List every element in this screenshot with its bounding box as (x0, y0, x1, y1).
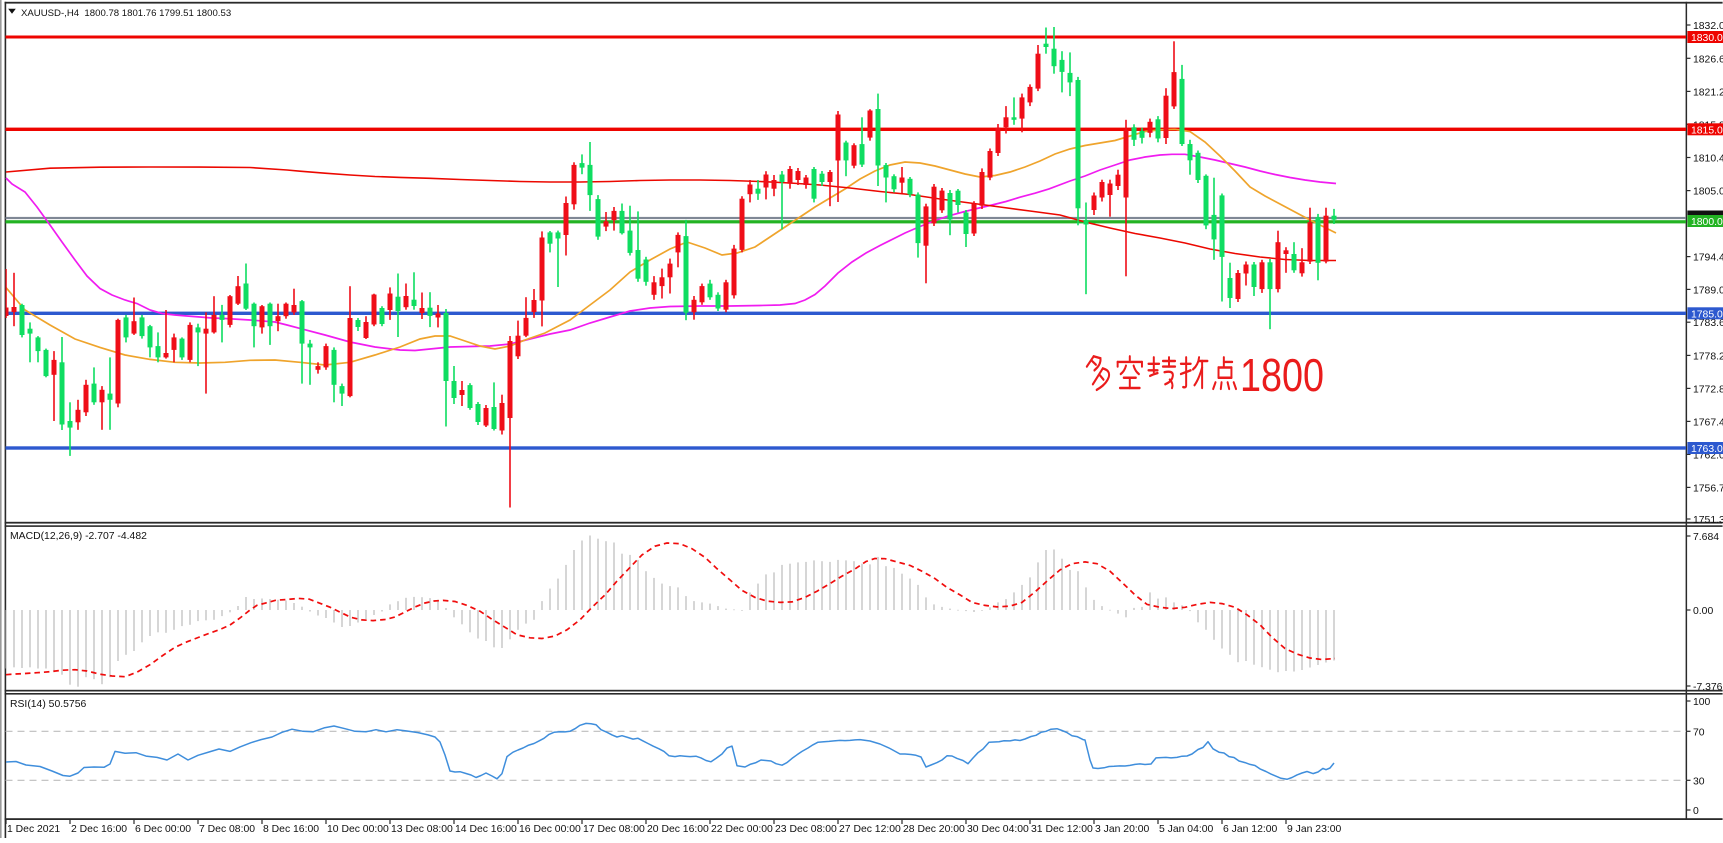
svg-text:1815.00: 1815.00 (1691, 125, 1723, 136)
svg-text:31 Dec 12:00: 31 Dec 12:00 (1031, 824, 1093, 835)
svg-text:3 Jan 20:00: 3 Jan 20:00 (1095, 824, 1150, 835)
svg-text:XAUUSD-,H4 1800.78 1801.76 17: XAUUSD-,H4 1800.78 1801.76 1799.51 1800.… (21, 8, 231, 19)
svg-text:22 Dec 00:00: 22 Dec 00:00 (711, 824, 773, 835)
svg-text:28 Dec 20:00: 28 Dec 20:00 (903, 824, 965, 835)
svg-text:1805.05: 1805.05 (1693, 187, 1723, 198)
svg-text:5 Jan 04:00: 5 Jan 04:00 (1159, 824, 1214, 835)
svg-text:7 Dec 08:00: 7 Dec 08:00 (199, 824, 255, 835)
svg-text:17 Dec 08:00: 17 Dec 08:00 (583, 824, 645, 835)
svg-text:27 Dec 12:00: 27 Dec 12:00 (839, 824, 901, 835)
svg-text:1794.40: 1794.40 (1693, 253, 1723, 264)
svg-text:1783.60: 1783.60 (1693, 318, 1723, 329)
svg-text:16 Dec 00:00: 16 Dec 00:00 (519, 824, 581, 835)
svg-text:2 Dec 16:00: 2 Dec 16:00 (71, 824, 127, 835)
svg-text:1832.05: 1832.05 (1693, 21, 1723, 32)
svg-text:100: 100 (1693, 697, 1711, 708)
svg-text:1772.80: 1772.80 (1693, 384, 1723, 395)
svg-text:8 Dec 16:00: 8 Dec 16:00 (263, 824, 319, 835)
svg-text:1800: 1800 (1240, 349, 1324, 401)
svg-text:30 Dec 04:00: 30 Dec 04:00 (967, 824, 1029, 835)
svg-text:-7.376: -7.376 (1693, 682, 1723, 693)
svg-text:1821.25: 1821.25 (1693, 87, 1723, 98)
svg-text:6 Jan 12:00: 6 Jan 12:00 (1223, 824, 1278, 835)
svg-text:1810.45: 1810.45 (1693, 154, 1723, 165)
svg-text:1830.00: 1830.00 (1691, 33, 1723, 44)
svg-text:14 Dec 16:00: 14 Dec 16:00 (455, 824, 517, 835)
svg-text:1826.65: 1826.65 (1693, 54, 1723, 65)
svg-text:1751.35: 1751.35 (1693, 515, 1723, 526)
svg-text:6 Dec 00:00: 6 Dec 00:00 (135, 824, 191, 835)
svg-text:23 Dec 08:00: 23 Dec 08:00 (775, 824, 837, 835)
svg-text:13 Dec 08:00: 13 Dec 08:00 (391, 824, 453, 835)
svg-text:1785.00: 1785.00 (1691, 309, 1723, 320)
svg-text:1762.00: 1762.00 (1693, 450, 1723, 461)
svg-text:70: 70 (1693, 727, 1705, 738)
svg-text:0: 0 (1693, 806, 1699, 817)
svg-text:1756.75: 1756.75 (1693, 483, 1723, 494)
svg-text:20 Dec 16:00: 20 Dec 16:00 (647, 824, 709, 835)
svg-text:0.00: 0.00 (1693, 606, 1713, 617)
svg-text:RSI(14) 50.5756: RSI(14) 50.5756 (10, 699, 86, 710)
svg-text:MACD(12,26,9) -2.707 -4.482: MACD(12,26,9) -2.707 -4.482 (10, 531, 147, 542)
svg-text:10 Dec 00:00: 10 Dec 00:00 (327, 824, 389, 835)
svg-text:1800.00: 1800.00 (1691, 217, 1723, 228)
svg-text:1 Dec 2021: 1 Dec 2021 (7, 824, 60, 835)
svg-text:30: 30 (1693, 776, 1705, 787)
svg-text:1763.00: 1763.00 (1691, 444, 1723, 455)
svg-text:1778.20: 1778.20 (1693, 351, 1723, 362)
svg-text:9 Jan 23:00: 9 Jan 23:00 (1287, 824, 1342, 835)
svg-text:1767.40: 1767.40 (1693, 417, 1723, 428)
svg-text:7.684: 7.684 (1693, 532, 1719, 543)
svg-text:1789.00: 1789.00 (1693, 285, 1723, 296)
